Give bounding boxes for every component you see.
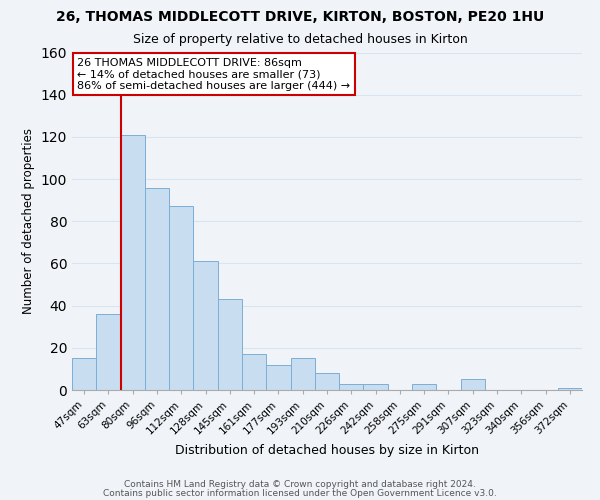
Bar (169, 206, 193, 390)
Y-axis label: Number of detached properties: Number of detached properties (22, 128, 35, 314)
X-axis label: Distribution of detached houses by size in Kirton: Distribution of detached houses by size … (175, 444, 479, 457)
Bar (96, 314, 121, 390)
Bar (412, 384, 436, 390)
Bar (145, 188, 169, 390)
Text: 26 THOMAS MIDDLECOTT DRIVE: 86sqm
← 14% of detached houses are smaller (73)
86% : 26 THOMAS MIDDLECOTT DRIVE: 86sqm ← 14% … (77, 58, 350, 91)
Text: Size of property relative to detached houses in Kirton: Size of property relative to detached ho… (133, 32, 467, 46)
Bar (290, 358, 315, 390)
Text: Contains HM Land Registry data © Crown copyright and database right 2024.: Contains HM Land Registry data © Crown c… (124, 480, 476, 489)
Bar (339, 384, 364, 390)
Bar (461, 380, 485, 390)
Bar (218, 300, 242, 390)
Bar (364, 384, 388, 390)
Bar (315, 373, 339, 390)
Bar (558, 388, 582, 390)
Bar (193, 262, 218, 390)
Bar (72, 358, 96, 390)
Text: 26, THOMAS MIDDLECOTT DRIVE, KIRTON, BOSTON, PE20 1HU: 26, THOMAS MIDDLECOTT DRIVE, KIRTON, BOS… (56, 10, 544, 24)
Bar (266, 364, 290, 390)
Bar (121, 135, 145, 390)
Text: Contains public sector information licensed under the Open Government Licence v3: Contains public sector information licen… (103, 488, 497, 498)
Bar (242, 354, 266, 390)
